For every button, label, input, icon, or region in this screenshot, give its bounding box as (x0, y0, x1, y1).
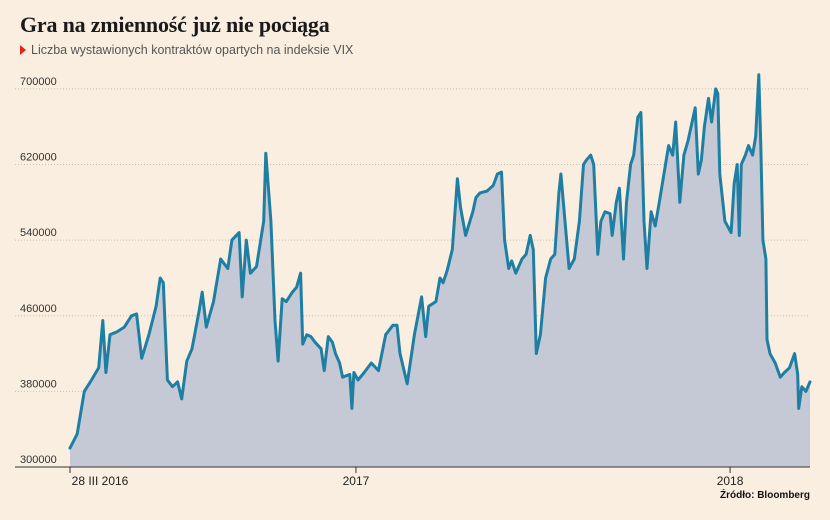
subtitle-marker-icon (20, 45, 26, 55)
y-tick-label: 460000 (20, 303, 57, 315)
y-tick-label: 700000 (20, 76, 57, 88)
x-tick-label: 2017 (343, 474, 370, 488)
series-area (70, 74, 810, 467)
chart-title: Gra na zmienność już nie pociąga (20, 12, 330, 37)
y-tick-label: 540000 (20, 227, 57, 239)
y-tick-label: 300000 (20, 454, 57, 466)
y-tick-label: 380000 (20, 378, 57, 390)
chart-subtitle: Liczba wystawionych kontraktów opartych … (20, 43, 353, 57)
x-tick-label: 28 III 2016 (72, 474, 129, 488)
source-note: Źródło: Bloomberg (720, 490, 810, 501)
chart-subtitle-text: Liczba wystawionych kontraktów opartych … (31, 43, 354, 57)
x-tick-label: 2018 (717, 474, 744, 488)
y-tick-label: 620000 (20, 152, 57, 164)
series-line (68, 73, 812, 450)
